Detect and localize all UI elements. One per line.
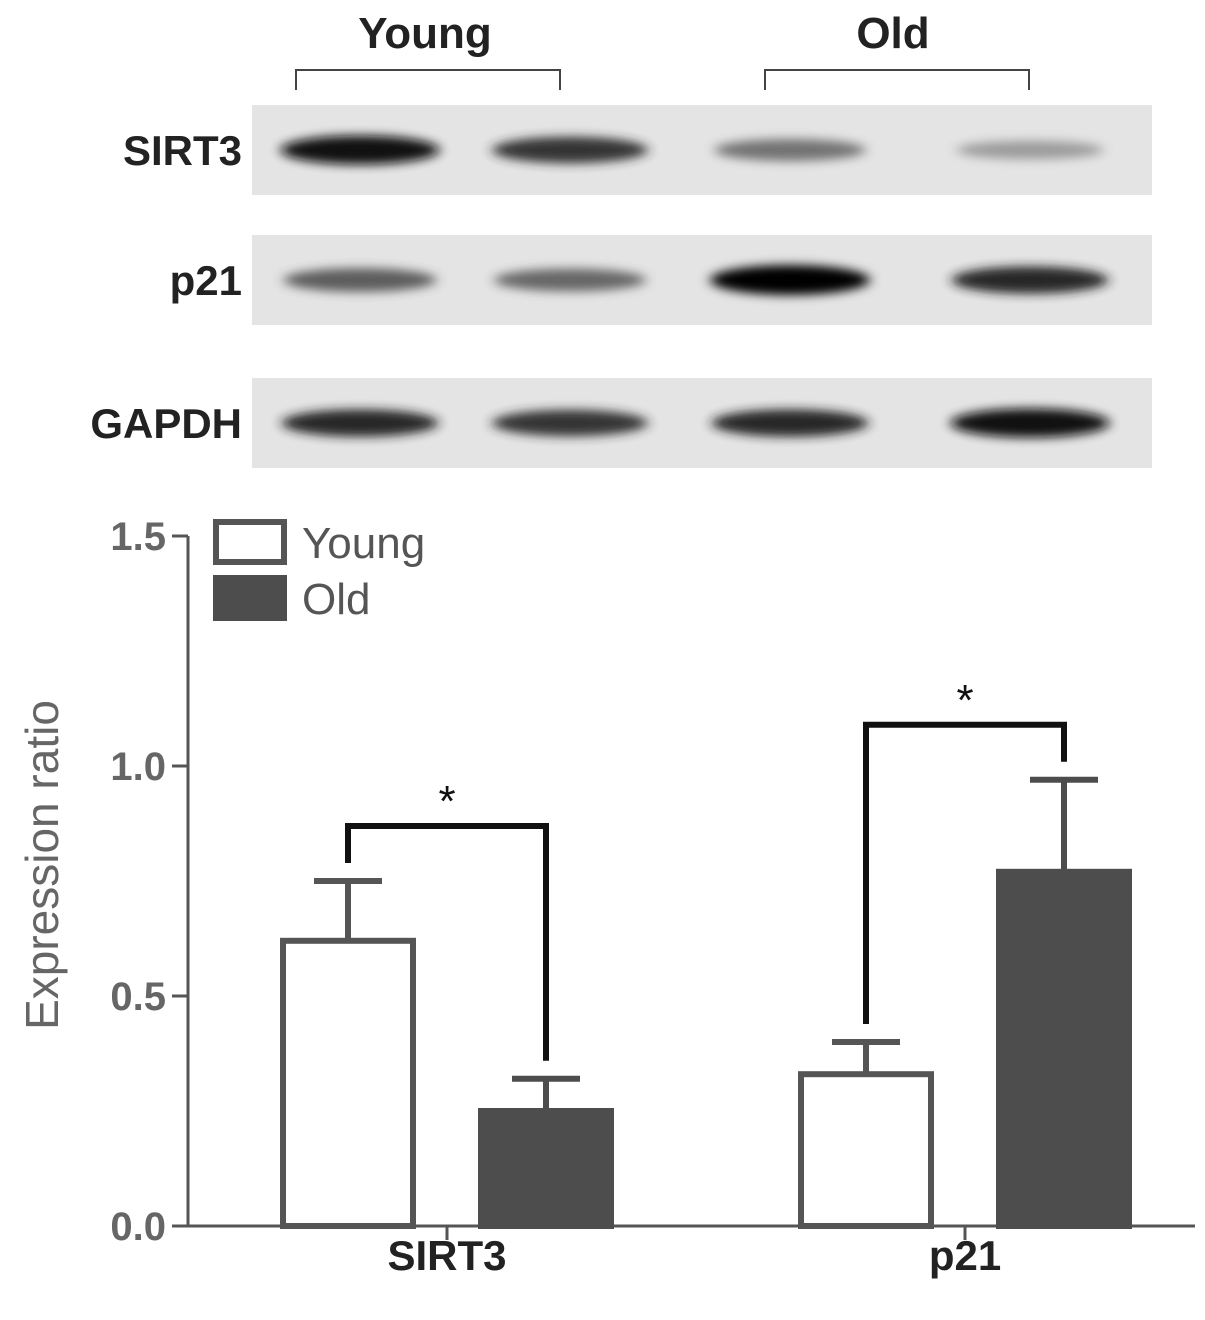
x-tick-labels: SIRT3 p21: [387, 1232, 1001, 1279]
blot-band: [710, 265, 870, 295]
significance-brackets: **: [345, 676, 1067, 1061]
y-axis-label: Expression ratio: [16, 700, 68, 1030]
significance-bracket: [863, 721, 1067, 1024]
blot-band: [283, 268, 437, 292]
blot-group-old-label: Old: [856, 9, 929, 58]
blot-row-p21: p21: [170, 235, 1152, 325]
y-tick-label: 0.5: [110, 975, 166, 1019]
y-tick-label: 1.5: [110, 515, 166, 559]
blot-band: [714, 139, 866, 161]
blot-band: [492, 136, 648, 164]
blot-group-old-bracket: [764, 69, 1030, 90]
significance-asterisk: *: [438, 777, 455, 826]
x-tick-label: p21: [929, 1232, 1001, 1279]
significance-bracket: [345, 823, 549, 1061]
legend-label-young: Young: [302, 519, 425, 568]
blot-band: [711, 409, 869, 437]
blot-group-young-bracket: [295, 69, 561, 90]
bar-p21-old: [996, 868, 1132, 1229]
blot-rows: SIRT3 p21 GAPDH: [90, 105, 1152, 468]
bar-sirt3-old: [478, 1108, 614, 1229]
y-tick-label: 0.0: [110, 1205, 166, 1249]
bar-chart: Expression ratio 0.0 0.5 1.0 1.5 SIRT3 p21 *…: [16, 515, 1195, 1279]
x-tick-label: SIRT3: [387, 1232, 506, 1279]
blot-row-label: GAPDH: [90, 400, 242, 447]
blot-row-sirt3: SIRT3: [123, 105, 1152, 195]
legend-swatch-young: [213, 519, 287, 565]
blot-band: [956, 140, 1104, 160]
blot-group-young-label: Young: [358, 9, 492, 58]
bars: [280, 776, 1132, 1229]
blot-band: [281, 409, 439, 437]
blot-row-label: p21: [170, 257, 242, 304]
significance-asterisk: *: [956, 676, 973, 725]
legend-swatch-old: [213, 575, 287, 621]
blot-band: [951, 266, 1109, 294]
western-blot: Young Old SIRT3 p21 GAPDH: [90, 9, 1152, 468]
legend: Young Old: [213, 519, 425, 624]
legend-label-old: Old: [302, 575, 370, 624]
blot-row-label: SIRT3: [123, 127, 242, 174]
blot-band: [280, 135, 440, 165]
y-tick-label: 1.0: [110, 745, 166, 789]
blot-band: [950, 408, 1110, 438]
bar-p21-young: [798, 1071, 934, 1229]
blot-band: [494, 268, 646, 292]
blot-band: [492, 409, 648, 437]
bar-sirt3-young: [280, 937, 416, 1229]
blot-row-gapdh: GAPDH: [90, 378, 1152, 468]
